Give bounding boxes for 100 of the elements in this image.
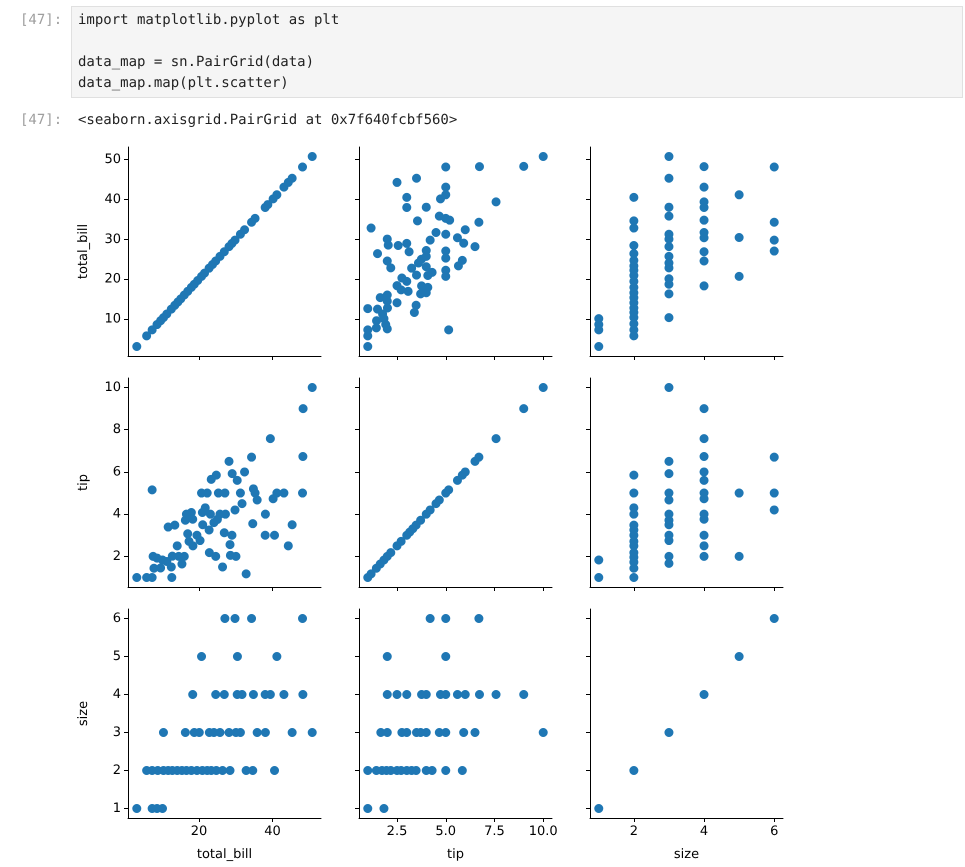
point bbox=[770, 218, 779, 227]
point bbox=[492, 690, 501, 699]
y-tick-label: 5 bbox=[112, 649, 121, 664]
point bbox=[272, 652, 282, 661]
point bbox=[700, 281, 709, 290]
point bbox=[629, 192, 638, 202]
x-tick-label: 10.0 bbox=[528, 824, 558, 839]
point bbox=[770, 505, 779, 514]
point bbox=[230, 614, 240, 623]
point bbox=[664, 212, 674, 221]
point bbox=[416, 516, 426, 525]
point bbox=[272, 190, 282, 200]
point bbox=[474, 452, 484, 462]
point bbox=[240, 225, 250, 234]
point bbox=[629, 216, 638, 226]
point bbox=[363, 804, 372, 813]
point bbox=[434, 496, 444, 505]
point bbox=[386, 548, 396, 558]
point bbox=[474, 690, 484, 699]
point bbox=[664, 552, 674, 561]
point bbox=[211, 690, 220, 699]
point bbox=[770, 614, 779, 623]
point bbox=[298, 614, 308, 623]
point bbox=[594, 573, 604, 582]
point bbox=[629, 573, 638, 582]
point bbox=[188, 690, 198, 699]
point bbox=[664, 383, 674, 392]
point bbox=[250, 214, 260, 223]
text: [47]: bbox=[20, 112, 62, 128]
point bbox=[460, 690, 470, 699]
point bbox=[664, 313, 674, 322]
point bbox=[664, 242, 674, 252]
y-axis-title: tip bbox=[76, 474, 91, 491]
point bbox=[260, 728, 270, 737]
point bbox=[132, 804, 142, 813]
y-tick-label: 10 bbox=[104, 380, 121, 395]
point bbox=[700, 541, 709, 550]
point bbox=[252, 728, 262, 737]
point bbox=[288, 174, 297, 183]
y-tick-label: 6 bbox=[112, 464, 121, 480]
point bbox=[629, 766, 638, 775]
point bbox=[197, 652, 206, 661]
point bbox=[594, 342, 604, 351]
point bbox=[363, 766, 372, 775]
y-tick-label: 4 bbox=[112, 506, 121, 522]
point bbox=[426, 614, 435, 623]
x-tick-label: 7.5 bbox=[484, 824, 505, 839]
x-tick-label: 2 bbox=[630, 824, 638, 839]
point bbox=[664, 202, 674, 212]
point bbox=[392, 690, 402, 699]
point bbox=[220, 690, 229, 699]
point bbox=[700, 552, 709, 561]
point bbox=[734, 552, 744, 561]
point bbox=[594, 804, 604, 813]
point bbox=[452, 690, 462, 699]
point bbox=[298, 162, 308, 172]
point bbox=[402, 690, 412, 699]
y-tick-label: 10 bbox=[104, 311, 121, 326]
point bbox=[770, 452, 779, 462]
point bbox=[770, 488, 779, 498]
point bbox=[664, 252, 674, 261]
y-axis-title: total_bill bbox=[76, 224, 91, 280]
point bbox=[396, 536, 406, 546]
point bbox=[770, 246, 779, 256]
x-tick-label: 5.0 bbox=[435, 824, 456, 839]
point bbox=[382, 652, 392, 661]
point bbox=[460, 467, 470, 476]
y-tick-label: 20 bbox=[104, 272, 121, 287]
point bbox=[220, 614, 230, 623]
x-tick-label: 6 bbox=[770, 824, 778, 839]
point bbox=[308, 152, 317, 162]
point bbox=[538, 383, 548, 392]
y-tick-label: 30 bbox=[104, 232, 121, 247]
point bbox=[308, 728, 317, 737]
point bbox=[519, 404, 528, 414]
text: data_map.map(plt.scatter) bbox=[78, 75, 289, 91]
point bbox=[263, 200, 272, 210]
y-tick-label: 8 bbox=[112, 422, 121, 438]
point bbox=[288, 728, 297, 737]
y-tick-label: 2 bbox=[112, 548, 121, 564]
point bbox=[441, 614, 450, 623]
y-axis-title: size bbox=[76, 700, 91, 726]
y-tick-label: 3 bbox=[112, 725, 121, 740]
point bbox=[700, 182, 709, 192]
point bbox=[470, 728, 480, 737]
point bbox=[734, 272, 744, 281]
x-axis-title: total_bill bbox=[196, 847, 252, 862]
point bbox=[158, 728, 168, 737]
point bbox=[248, 690, 258, 699]
y-tick-label: 6 bbox=[112, 611, 121, 626]
point bbox=[734, 232, 744, 242]
x-axis-title: tip bbox=[447, 847, 464, 862]
point bbox=[441, 766, 450, 775]
x-tick-label: 2.5 bbox=[386, 824, 408, 839]
point bbox=[379, 804, 388, 813]
point bbox=[700, 216, 709, 225]
point bbox=[700, 434, 709, 444]
point bbox=[226, 766, 235, 775]
text: import matplotlib.pyplot as plt bbox=[78, 12, 340, 28]
point bbox=[538, 728, 548, 737]
